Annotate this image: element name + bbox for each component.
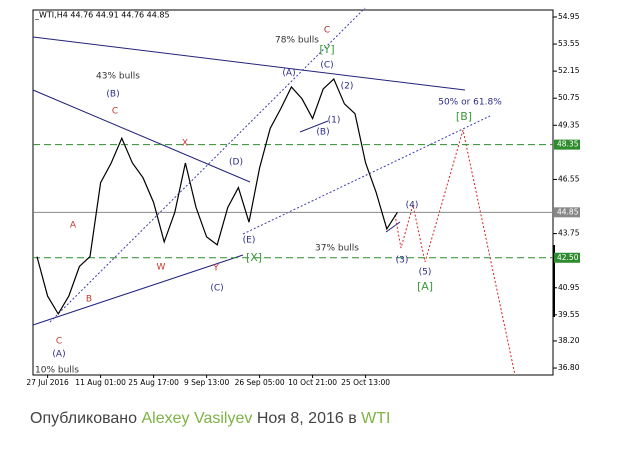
wave-label: (5) xyxy=(419,268,432,278)
trend-line xyxy=(32,89,251,183)
level-tag xyxy=(554,252,580,263)
wave-label: Y xyxy=(212,264,219,274)
x-tick-label: 25 Aug 17:00 xyxy=(128,378,179,387)
wave-label: (A) xyxy=(282,69,295,79)
x-tick-label: 26 Sep 05:00 xyxy=(235,378,285,387)
wave-label: [B] xyxy=(456,110,472,123)
trend-line xyxy=(385,221,401,233)
wave-label: 10% bulls xyxy=(35,366,79,376)
y-tick-label: 54.95 xyxy=(558,12,580,21)
wave-label: (A) xyxy=(52,350,65,360)
wave-label: (C) xyxy=(320,61,333,71)
chart-title: _WTI,H4 44.76 44.91 44.76 44.85 xyxy=(34,11,170,20)
wave-label: [A] xyxy=(417,280,433,293)
trend-line xyxy=(32,254,244,326)
wave-label: (1) xyxy=(328,116,341,126)
y-tick-label: 53.55 xyxy=(558,39,580,48)
level-label: 48.35 xyxy=(557,140,579,149)
caption-date: Ноя 8, 2016 в xyxy=(256,410,357,427)
caption: Опубликовано Alexey Vasilyev Ноя 8, 2016… xyxy=(30,410,390,428)
wave-label: C xyxy=(112,107,118,117)
y-tick-label: 36.80 xyxy=(558,363,580,372)
wave-label: (3) xyxy=(396,256,409,266)
level-tag xyxy=(554,139,580,150)
x-tick-label: 10 Oct 21:00 xyxy=(288,378,337,387)
wave-label: 43% bulls xyxy=(96,72,140,82)
author-link[interactable]: Alexey Vasilyev xyxy=(141,410,253,427)
x-tick-label: 11 Aug 01:00 xyxy=(75,378,126,387)
y-tick-label: 40.95 xyxy=(558,283,580,292)
wave-label: (D) xyxy=(229,158,243,168)
y-tick-label: 52.15 xyxy=(558,66,580,75)
chart: _WTI,H4 44.76 44.91 44.76 44.85 54.95 53.… xyxy=(26,7,580,387)
y-tick-label: 39.55 xyxy=(558,310,580,319)
wave-label: [X] xyxy=(246,251,262,264)
y-tick-label: 49.35 xyxy=(558,120,580,129)
caption-prefix: Опубликовано xyxy=(30,410,138,427)
plot-frame xyxy=(32,9,554,376)
wave-label: (2) xyxy=(341,82,354,92)
level-label: 42.50 xyxy=(557,253,579,262)
wave-label: 37% bulls xyxy=(315,244,359,254)
x-tick-label: 25 Oct 13:00 xyxy=(341,378,390,387)
wave-label: [Y] xyxy=(319,43,334,56)
wave-label: (C) xyxy=(210,284,223,294)
trend-lines xyxy=(32,7,491,326)
channel-line xyxy=(242,115,491,235)
y-tick-label: 46.55 xyxy=(558,174,580,183)
wave-label: 50% or 61.8% xyxy=(438,98,502,108)
wave-label: A xyxy=(70,221,77,231)
trend-line xyxy=(299,120,329,133)
wave-label: W xyxy=(157,263,166,273)
wave-label: B xyxy=(86,295,92,305)
category-link[interactable]: WTI xyxy=(361,410,391,427)
y-tick-label: 50.75 xyxy=(558,93,580,102)
scroll-marker xyxy=(553,245,555,317)
trend-line xyxy=(32,36,466,91)
level-tag xyxy=(554,207,580,218)
x-tick-label: 9 Sep 13:00 xyxy=(184,378,230,387)
wave-label: (4) xyxy=(406,201,419,211)
level-label: 44.85 xyxy=(557,207,579,216)
wave-label: (B) xyxy=(316,128,329,138)
wave-label: C xyxy=(324,26,330,36)
wave-label: (E) xyxy=(243,236,256,246)
price-line xyxy=(36,78,398,316)
wave-label: X xyxy=(182,139,188,149)
y-tick-label: 38.20 xyxy=(558,336,580,345)
wave-label: (B) xyxy=(106,90,119,100)
wave-label: C xyxy=(56,337,62,347)
y-tick-label: 43.75 xyxy=(558,229,580,238)
x-tick-label: 27 Jul 2016 xyxy=(26,378,69,387)
wave-label: 78% bulls xyxy=(275,36,319,46)
